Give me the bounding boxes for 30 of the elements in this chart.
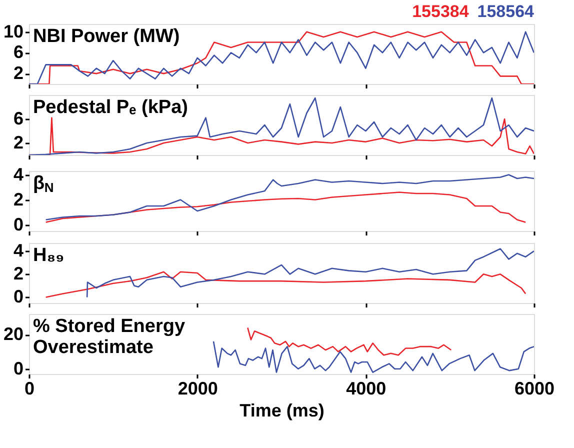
series-label: 155384 bbox=[412, 2, 470, 21]
chart-title: Pedestal Pₑ (kPa) bbox=[33, 97, 188, 118]
y-tick-label: 4 bbox=[13, 164, 24, 184]
x-axis-title: Time (ms) bbox=[240, 400, 324, 420]
y-tick-label: 20 bbox=[3, 324, 24, 344]
y-tick-label: 2 bbox=[13, 189, 24, 210]
y-tick-label: 4 bbox=[13, 240, 24, 261]
y-tick-label: 6 bbox=[13, 108, 24, 128]
x-tick-label: 4000 bbox=[346, 378, 386, 398]
x-tick-label: 6000 bbox=[514, 378, 555, 398]
chart-title: NBI Power (MW) bbox=[33, 26, 180, 47]
x-tick-label: 2000 bbox=[178, 378, 218, 398]
y-tick-label: 0 bbox=[13, 214, 24, 234]
text: % Stored Energy Overestimate bbox=[33, 316, 186, 358]
y-tick-label: 6 bbox=[13, 42, 24, 62]
line-series bbox=[45, 271, 526, 298]
y-tick-label: 0 bbox=[13, 358, 24, 378]
line-series bbox=[29, 97, 534, 155]
line-series bbox=[86, 248, 534, 298]
y-tick-label: 0 bbox=[13, 286, 24, 307]
y-tick-label: 10 bbox=[3, 21, 24, 42]
y-tick-label: 2 bbox=[13, 264, 24, 284]
line-series bbox=[45, 192, 526, 223]
line-series bbox=[247, 327, 452, 356]
chart-title: H₈₉ bbox=[33, 245, 64, 266]
series-label: 158564 bbox=[477, 2, 535, 21]
y-tick-label: 2 bbox=[13, 132, 24, 152]
line-series bbox=[212, 340, 534, 373]
y-tick-label: 2 bbox=[13, 63, 24, 84]
line-series bbox=[45, 174, 534, 220]
